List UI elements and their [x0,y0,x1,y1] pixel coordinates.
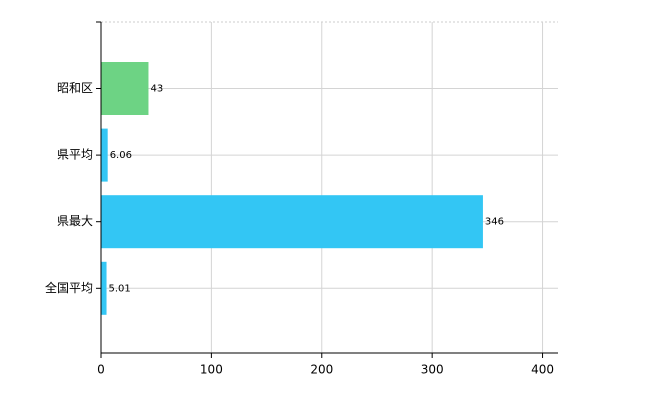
value-label: 5.01 [109,283,131,294]
value-label: 43 [150,84,163,95]
value-label: 6.06 [110,150,132,161]
x-tick-label: 0 [97,363,105,377]
x-tick-label: 300 [421,363,444,377]
y-tick-label: 県平均 [57,148,93,162]
y-tick-label: 全国平均 [45,280,93,295]
y-tick-label: 県最大 [57,214,93,228]
y-tick-label: 昭和区 [57,81,93,95]
x-tick-label: 100 [200,363,223,377]
bar [101,62,149,115]
bar [101,128,108,182]
value-label: 346 [485,217,504,228]
bar [101,195,483,249]
bar [101,261,107,315]
x-tick-label: 200 [310,363,333,377]
x-tick-label: 400 [531,363,554,377]
